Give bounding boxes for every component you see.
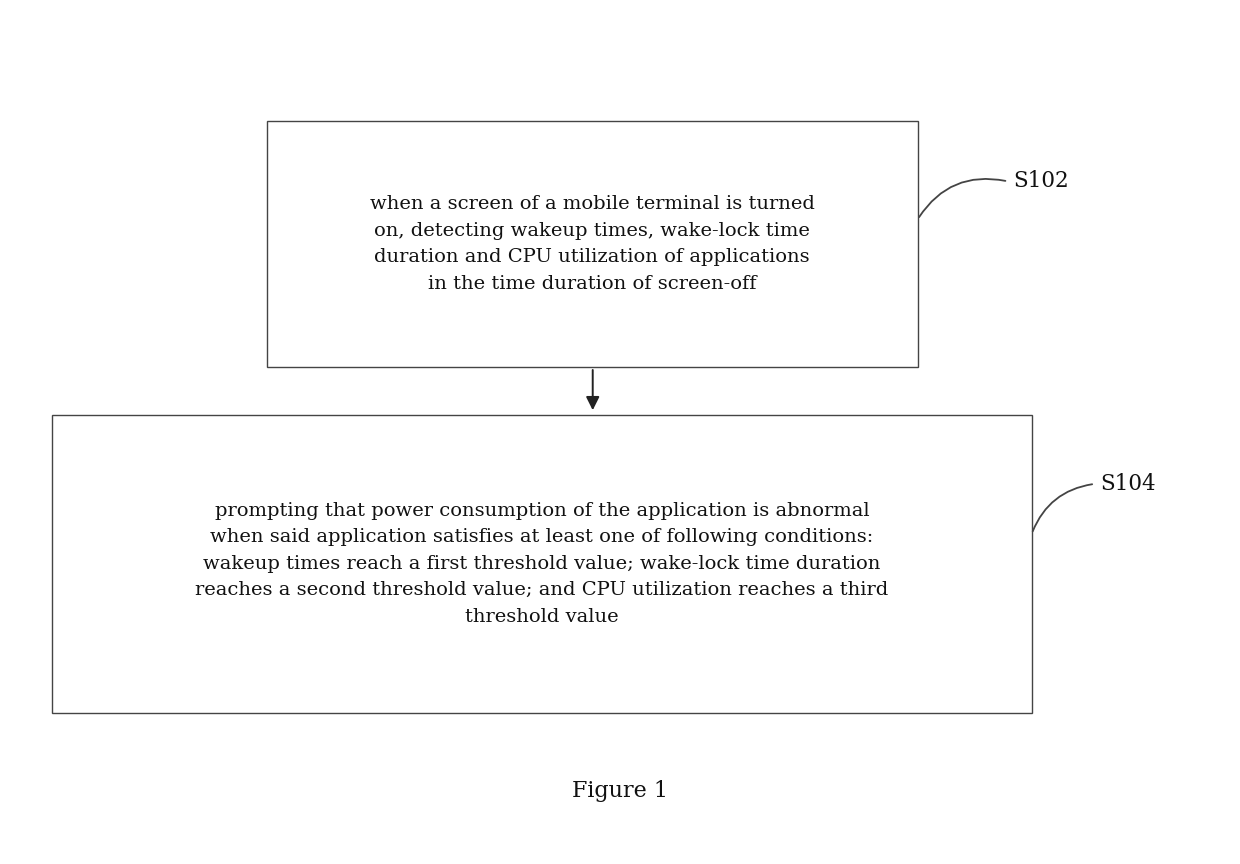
Text: when a screen of a mobile terminal is turned
on, detecting wakeup times, wake-lo: when a screen of a mobile terminal is tu… [370, 195, 815, 293]
Text: prompting that power consumption of the application is abnormal
when said applic: prompting that power consumption of the … [195, 502, 889, 626]
Text: S102: S102 [1013, 170, 1069, 193]
Text: Figure 1: Figure 1 [572, 779, 668, 802]
Text: S104: S104 [1100, 473, 1156, 495]
Bar [267, 121, 918, 367]
Bar [52, 415, 1032, 713]
